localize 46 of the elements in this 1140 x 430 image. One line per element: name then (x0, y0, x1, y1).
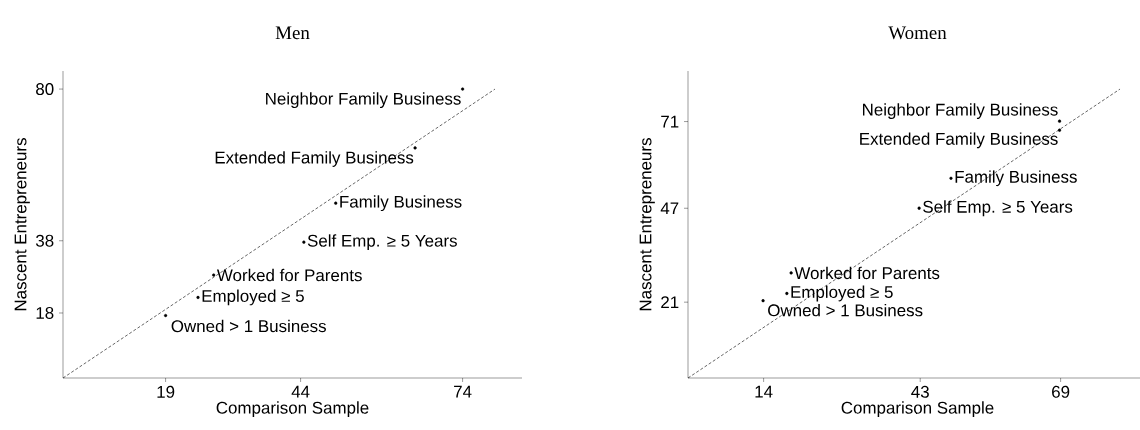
point (789, 271, 793, 275)
point (949, 176, 953, 180)
annotation: Neighbor Family Business (266, 92, 461, 109)
y-tick-label: 18 (36, 306, 54, 319)
y-axis-title: Nascent Entrepreneurs (639, 138, 655, 311)
point (196, 295, 200, 300)
annotation: Family Business (340, 195, 462, 212)
annotation: Neighbor Family Business (863, 103, 1058, 120)
y-axis-title: Nascent Entrepreneurs (14, 138, 30, 311)
x-axis-title: Comparison Sample (216, 401, 369, 418)
annotation: Self Emp. ≥ 5 Years (923, 200, 1073, 217)
y-tick-label: 21 (661, 296, 679, 309)
point (413, 146, 417, 150)
point (302, 240, 306, 244)
annotation: Owned > 1 Business (171, 319, 326, 333)
point (461, 87, 465, 91)
annotation: Owned > 1 Business (768, 303, 923, 317)
annotation: Worked for Parents (216, 268, 362, 282)
x-tick-label: 44 (291, 385, 310, 398)
point (164, 313, 168, 318)
chart-title: Women (888, 26, 947, 40)
x-tick-label: 69 (1052, 385, 1070, 398)
point (334, 201, 338, 205)
annotation: Extended Family Business (860, 132, 1058, 149)
y-tick-label: 71 (661, 115, 679, 128)
annotation: Employed ≥ 5 (202, 289, 304, 306)
point (761, 299, 765, 303)
y-tick-label: 47 (660, 202, 679, 215)
annotation: Family Business (955, 170, 1077, 187)
annotation: Self Emp. ≥ 5 Years (307, 234, 457, 251)
point (917, 206, 921, 210)
x-tick-label: 43 (911, 385, 929, 398)
annotation: Extended Family Business (215, 151, 414, 167)
y-tick-label: 80 (36, 83, 54, 96)
x-axis-title: Comparison Sample (841, 401, 994, 418)
y-tick-label: 38 (35, 234, 54, 247)
point (1057, 119, 1062, 123)
annotation: Employed ≥ 5 (791, 285, 893, 302)
x-tick-label: 74 (454, 385, 472, 398)
point (785, 291, 789, 296)
x-tick-label: 14 (755, 385, 773, 398)
annotation: Worked for Parents (794, 266, 940, 280)
chart-title: Men (275, 26, 310, 40)
point (212, 273, 216, 277)
point (1057, 128, 1062, 132)
x-tick-label: 19 (157, 385, 175, 398)
